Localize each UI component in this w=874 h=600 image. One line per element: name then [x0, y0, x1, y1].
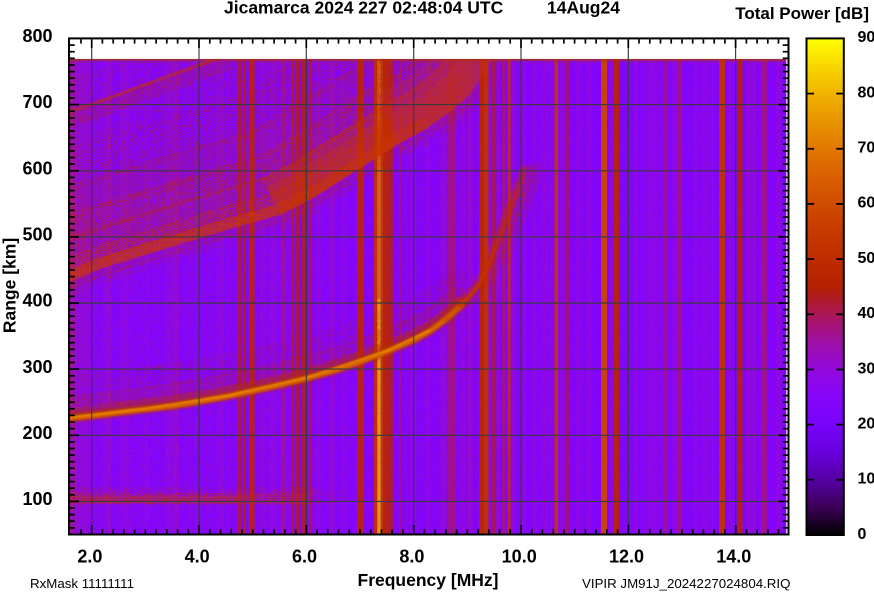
svg-text:8.0: 8.0 [399, 547, 424, 567]
svg-text:10: 10 [858, 471, 874, 488]
svg-text:Jicamarca 2024 227 02:48:04 UT: Jicamarca 2024 227 02:48:04 UTC [224, 0, 504, 18]
svg-text:40: 40 [858, 305, 874, 322]
svg-text:200: 200 [22, 423, 52, 443]
svg-text:0: 0 [858, 526, 867, 543]
svg-text:14Aug24: 14Aug24 [547, 0, 620, 18]
svg-text:4.0: 4.0 [185, 547, 210, 567]
svg-text:700: 700 [22, 92, 52, 112]
svg-text:10.0: 10.0 [502, 547, 537, 567]
svg-text:50: 50 [858, 250, 874, 267]
svg-text:600: 600 [22, 158, 52, 178]
svg-text:30: 30 [858, 360, 874, 377]
svg-text:60: 60 [858, 195, 874, 212]
svg-text:2.0: 2.0 [77, 547, 102, 567]
svg-text:Frequency [MHz]: Frequency [MHz] [358, 570, 499, 590]
svg-text:300: 300 [22, 357, 52, 377]
svg-text:12.0: 12.0 [609, 547, 644, 567]
svg-text:20: 20 [858, 415, 874, 432]
svg-text:14.0: 14.0 [716, 547, 751, 567]
svg-text:Range [km]: Range [km] [0, 238, 20, 333]
svg-text:400: 400 [22, 291, 52, 311]
svg-text:100: 100 [22, 489, 52, 509]
svg-text:90: 90 [858, 29, 874, 46]
svg-text:80: 80 [858, 84, 874, 101]
svg-text:VIPIR JM91J_2024227024804.RIQ: VIPIR JM91J_2024227024804.RIQ [582, 576, 790, 591]
svg-text:RxMask 11111111: RxMask 11111111 [30, 576, 134, 591]
svg-text:6.0: 6.0 [292, 547, 317, 567]
svg-text:500: 500 [22, 225, 52, 245]
svg-text:70: 70 [858, 140, 874, 157]
svg-text:800: 800 [22, 26, 52, 46]
svg-text:Total Power [dB]: Total Power [dB] [735, 4, 869, 23]
